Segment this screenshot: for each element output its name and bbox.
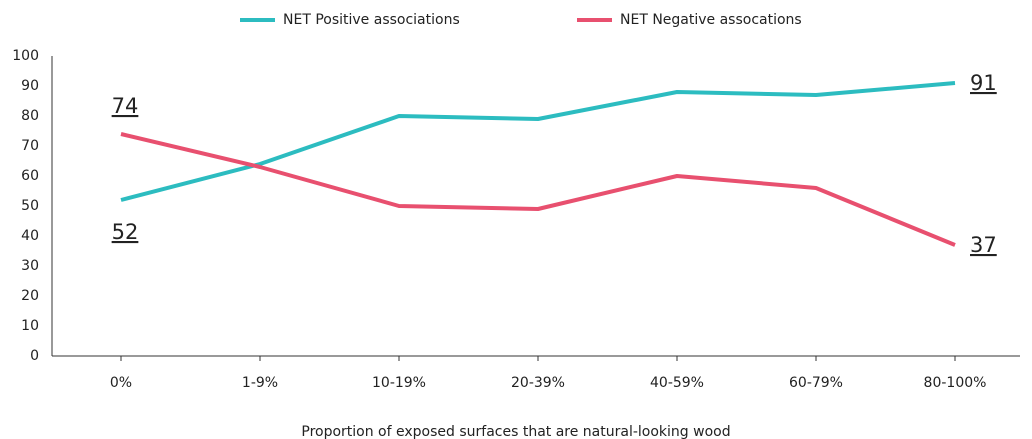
y-tick-label: 60 (21, 168, 39, 184)
x-axis-title: Proportion of exposed surfaces that are … (301, 424, 730, 439)
data-label: 52 (112, 220, 139, 244)
x-tick-label: 10-19% (372, 375, 426, 391)
data-label: 74 (112, 94, 139, 118)
y-tick-label: 70 (21, 138, 39, 154)
series-line (120, 81, 956, 202)
x-tick-label: 60-79% (789, 375, 843, 391)
x-tick-label: 80-100% (924, 375, 987, 391)
y-tick-label: 30 (21, 258, 39, 274)
data-label: 37 (970, 233, 997, 257)
x-tick-label: 40-59% (650, 375, 704, 391)
legend-label: NET Positive associations (283, 12, 460, 28)
y-tick-label: 10 (21, 318, 39, 334)
y-tick-label: 100 (12, 48, 39, 64)
y-tick-label: 50 (21, 198, 39, 214)
y-tick-label: 80 (21, 108, 39, 124)
y-tick-label: 0 (30, 348, 39, 364)
y-tick-label: 20 (21, 288, 39, 304)
series-line (120, 132, 956, 247)
data-label: 91 (970, 71, 997, 95)
x-tick-label: 20-39% (511, 375, 565, 391)
legend-label: NET Negative assocations (620, 12, 802, 28)
y-tick-label: 40 (21, 228, 39, 244)
x-tick-label: 0% (110, 375, 132, 391)
x-tick-label: 1-9% (242, 375, 278, 391)
y-tick-label: 90 (21, 78, 39, 94)
